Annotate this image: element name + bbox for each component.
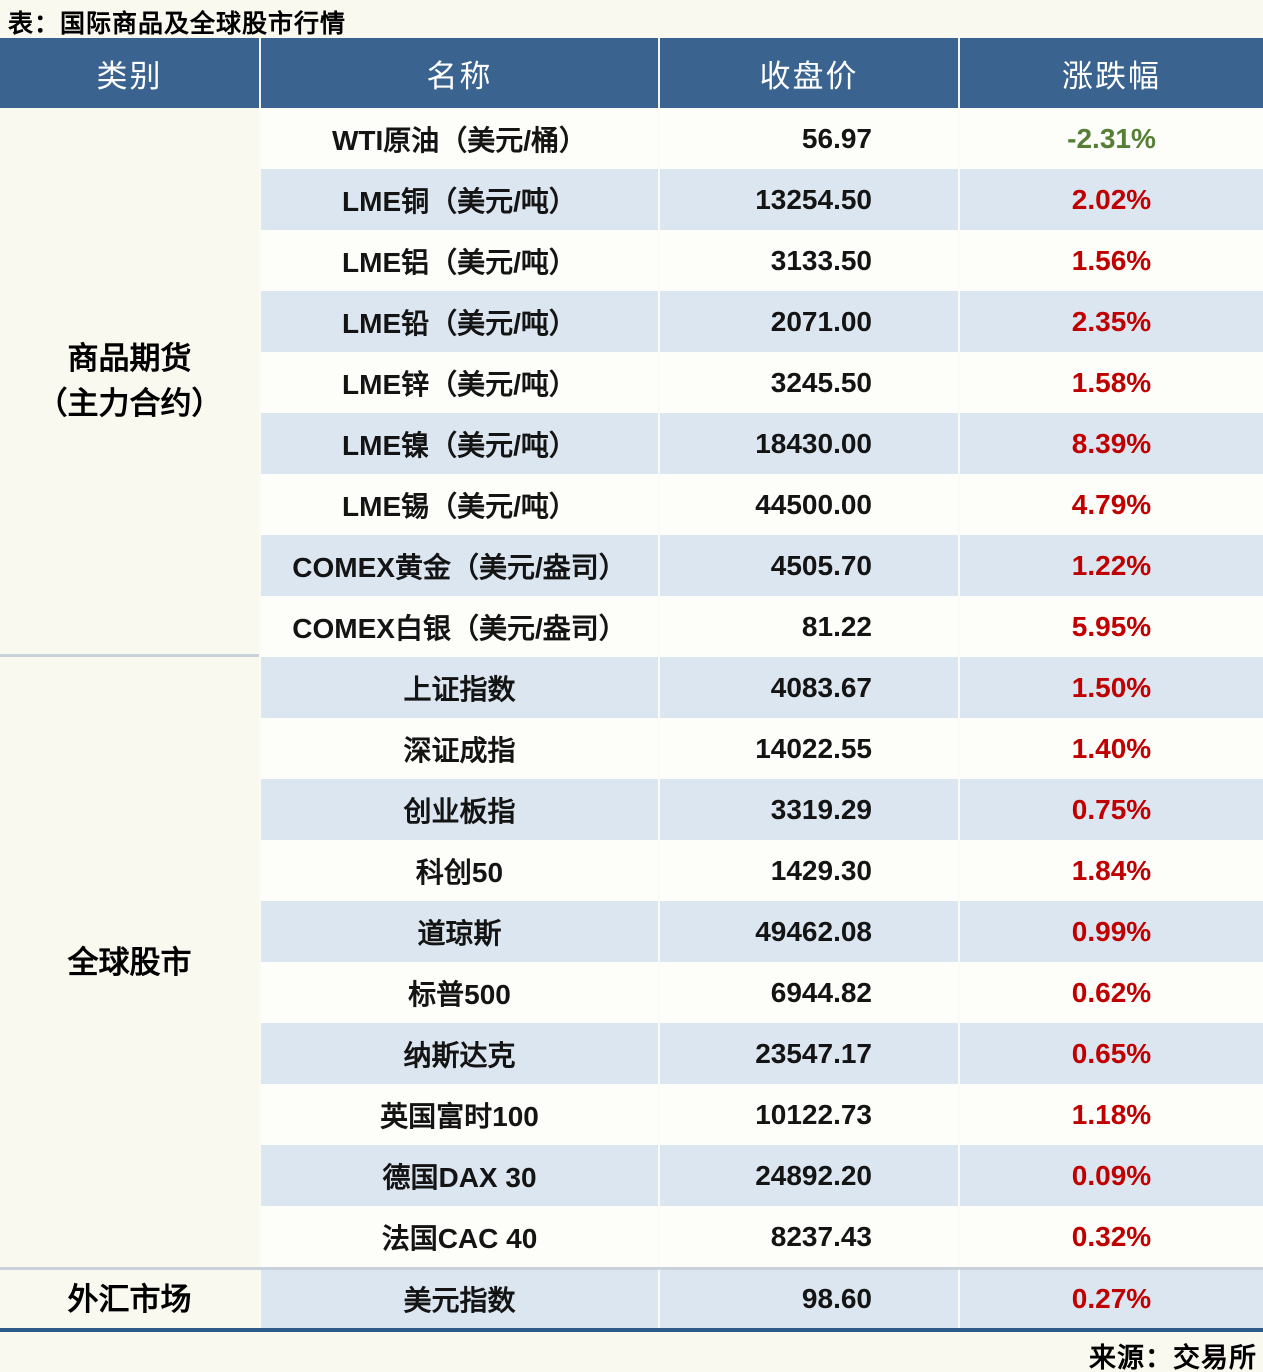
- table-row: LME锌（美元/吨） 3245.50 1.58%: [259, 352, 1263, 413]
- close-price: 6944.82: [658, 962, 958, 1023]
- close-price: 14022.55: [658, 718, 958, 779]
- category-commodity-line2: （主力合约）: [36, 386, 223, 421]
- table-row: LME镍（美元/吨） 18430.00 8.39%: [259, 413, 1263, 474]
- close-price: 3245.50: [658, 352, 958, 413]
- instrument-name: LME铝（美元/吨）: [259, 230, 658, 291]
- close-price: 8237.43: [658, 1206, 958, 1267]
- close-price: 44500.00: [658, 474, 958, 535]
- header-category: 类别: [96, 58, 163, 94]
- category-commodity-line1: 商品期货: [67, 341, 192, 376]
- close-price: 4083.67: [658, 657, 958, 718]
- instrument-name: LME锌（美元/吨）: [259, 352, 658, 413]
- table-title: 表：国际商品及全球股市行情: [8, 10, 347, 38]
- table-row: 创业板指 3319.29 0.75%: [259, 779, 1263, 840]
- change-percent: 2.02%: [958, 169, 1263, 230]
- close-price: 2071.00: [658, 291, 958, 352]
- close-price: 1429.30: [658, 840, 958, 901]
- change-percent: 1.50%: [958, 657, 1263, 718]
- change-percent: 1.40%: [958, 718, 1263, 779]
- change-percent: 1.18%: [958, 1084, 1263, 1145]
- table-header-row: 类别 名称 收盘价 涨跌幅: [0, 38, 1263, 108]
- table-row: 上证指数 4083.67 1.50%: [259, 657, 1263, 718]
- change-percent: 8.39%: [958, 413, 1263, 474]
- change-percent: 0.65%: [958, 1023, 1263, 1084]
- change-percent: 5.95%: [958, 596, 1263, 657]
- table-row: LME铝（美元/吨） 3133.50 1.56%: [259, 230, 1263, 291]
- table-row: COMEX黄金（美元/盎司） 4505.70 1.22%: [259, 535, 1263, 596]
- close-price: 3133.50: [658, 230, 958, 291]
- close-price: 13254.50: [658, 169, 958, 230]
- table-row: 法国CAC 40 8237.43 0.32%: [259, 1206, 1263, 1267]
- instrument-name: 法国CAC 40: [259, 1206, 658, 1267]
- market-table: 类别 名称 收盘价 涨跌幅 商品期货 （主力合约） 全球股市 外汇市场 WTI原…: [0, 38, 1263, 1332]
- instrument-name: 科创50: [259, 840, 658, 901]
- close-price: 56.97: [658, 108, 958, 169]
- table-row: 科创50 1429.30 1.84%: [259, 840, 1263, 901]
- table-row: 英国富时100 10122.73 1.18%: [259, 1084, 1263, 1145]
- close-price: 49462.08: [658, 901, 958, 962]
- change-percent: -2.31%: [958, 108, 1263, 169]
- instrument-name: 创业板指: [259, 779, 658, 840]
- instrument-name: LME铅（美元/吨）: [259, 291, 658, 352]
- table-row: 美元指数 98.60 0.27%: [259, 1267, 1263, 1328]
- header-close: 收盘价: [658, 38, 958, 108]
- category-column: 商品期货 （主力合约） 全球股市 外汇市场: [0, 108, 259, 1328]
- instrument-name: 纳斯达克: [259, 1023, 658, 1084]
- instrument-name: LME锡（美元/吨）: [259, 474, 658, 535]
- change-percent: 2.35%: [958, 291, 1263, 352]
- instrument-name: 上证指数: [259, 657, 658, 718]
- close-price: 3319.29: [658, 779, 958, 840]
- change-percent: 0.32%: [958, 1206, 1263, 1267]
- change-percent: 1.58%: [958, 352, 1263, 413]
- category-commodity-futures: 商品期货 （主力合约）: [0, 108, 259, 657]
- close-price: 98.60: [658, 1270, 958, 1328]
- instrument-name: LME镍（美元/吨）: [259, 413, 658, 474]
- change-percent: 1.22%: [958, 535, 1263, 596]
- table-row: LME铜（美元/吨） 13254.50 2.02%: [259, 169, 1263, 230]
- table-row: LME锡（美元/吨） 44500.00 4.79%: [259, 474, 1263, 535]
- table-row: 标普500 6944.82 0.62%: [259, 962, 1263, 1023]
- instrument-name: 美元指数: [259, 1270, 658, 1328]
- category-global-stocks: 全球股市: [67, 944, 192, 980]
- table-row: 德国DAX 30 24892.20 0.09%: [259, 1145, 1263, 1206]
- instrument-name: 英国富时100: [259, 1084, 658, 1145]
- change-percent: 1.84%: [958, 840, 1263, 901]
- table-row: LME铅（美元/吨） 2071.00 2.35%: [259, 291, 1263, 352]
- instrument-name: 深证成指: [259, 718, 658, 779]
- source-note: 来源：交易所: [1089, 1343, 1257, 1372]
- instrument-name: 道琼斯: [259, 901, 658, 962]
- close-price: 4505.70: [658, 535, 958, 596]
- change-percent: 0.62%: [958, 962, 1263, 1023]
- close-price: 23547.17: [658, 1023, 958, 1084]
- data-rows: WTI原油（美元/桶） 56.97 -2.31% LME铜（美元/吨） 1325…: [259, 108, 1263, 1328]
- table-row: 纳斯达克 23547.17 0.65%: [259, 1023, 1263, 1084]
- change-percent: 4.79%: [958, 474, 1263, 535]
- change-percent: 0.75%: [958, 779, 1263, 840]
- table-row: 深证成指 14022.55 1.40%: [259, 718, 1263, 779]
- close-price: 18430.00: [658, 413, 958, 474]
- close-price: 81.22: [658, 596, 958, 657]
- table-bottom-border: [0, 1328, 1263, 1332]
- change-percent: 1.56%: [958, 230, 1263, 291]
- close-price: 10122.73: [658, 1084, 958, 1145]
- instrument-name: COMEX黄金（美元/盎司）: [259, 535, 658, 596]
- close-price: 24892.20: [658, 1145, 958, 1206]
- header-name: 名称: [259, 38, 658, 108]
- table-body: 商品期货 （主力合约） 全球股市 外汇市场 WTI原油（美元/桶） 56.97 …: [0, 108, 1263, 1328]
- change-percent: 0.27%: [958, 1270, 1263, 1328]
- change-percent: 0.99%: [958, 901, 1263, 962]
- table-row: WTI原油（美元/桶） 56.97 -2.31%: [259, 108, 1263, 169]
- instrument-name: 德国DAX 30: [259, 1145, 658, 1206]
- instrument-name: LME铜（美元/吨）: [259, 169, 658, 230]
- instrument-name: 标普500: [259, 962, 658, 1023]
- table-row: COMEX白银（美元/盎司） 81.22 5.95%: [259, 596, 1263, 657]
- header-change: 涨跌幅: [958, 38, 1263, 108]
- table-row: 道琼斯 49462.08 0.99%: [259, 901, 1263, 962]
- change-percent: 0.09%: [958, 1145, 1263, 1206]
- instrument-name: WTI原油（美元/桶）: [259, 108, 658, 169]
- category-fx-market: 外汇市场: [0, 1267, 259, 1328]
- instrument-name: COMEX白银（美元/盎司）: [259, 596, 658, 657]
